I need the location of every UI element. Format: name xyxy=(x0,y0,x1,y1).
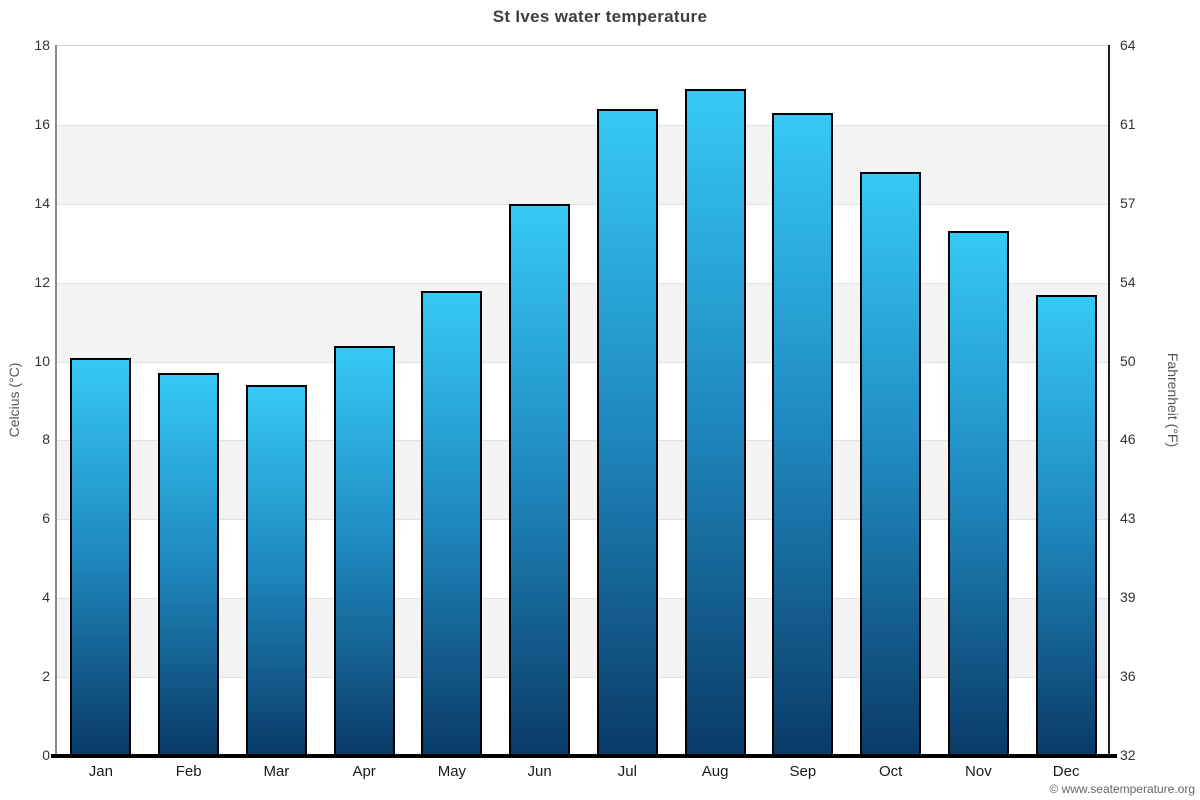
y-tick-celsius-14: 14 xyxy=(34,194,50,211)
credit-link[interactable]: © www.seatemperature.org xyxy=(1049,782,1195,796)
x-tick-jan: Jan xyxy=(88,763,113,780)
y-tick-fahrenheit-46: 46 xyxy=(1120,431,1136,448)
y-tick-fahrenheit-32: 32 xyxy=(1120,747,1136,763)
x-axis-line xyxy=(51,754,1117,758)
bar-jun[interactable] xyxy=(509,203,571,756)
plot-band xyxy=(57,677,1110,756)
y-tick-fahrenheit-39: 39 xyxy=(1120,589,1136,606)
y-tick-celsius-12: 12 xyxy=(34,273,50,290)
plot-band xyxy=(57,282,1110,362)
x-tick-aug: Aug xyxy=(701,763,729,780)
bar-apr[interactable] xyxy=(333,345,395,756)
x-tick-sep: Sep xyxy=(789,763,817,780)
chart-title: St Ives water temperature xyxy=(492,7,708,26)
y-tick-celsius-2: 2 xyxy=(42,668,50,685)
y-tick-celsius-10: 10 xyxy=(34,352,50,369)
y-tick-fahrenheit-64: 64 xyxy=(1120,37,1136,53)
y-tick-celsius-8: 8 xyxy=(42,431,50,448)
bar-mar[interactable] xyxy=(245,385,307,756)
bar-nov[interactable] xyxy=(947,231,1009,756)
y-axis-line-right xyxy=(1108,45,1110,755)
plot-band xyxy=(57,46,1110,125)
plot-band xyxy=(57,598,1110,678)
bar-jul[interactable] xyxy=(596,109,658,756)
x-tick-mar: Mar xyxy=(263,763,290,780)
plot-band xyxy=(57,440,1110,520)
plot-band xyxy=(57,124,1110,204)
bar-may[interactable] xyxy=(421,290,483,756)
x-tick-jun: Jun xyxy=(527,763,552,780)
y-axis-title-celsius: Celcius (°C) xyxy=(6,362,22,438)
bar-dec[interactable] xyxy=(1035,294,1097,756)
bar-sep[interactable] xyxy=(772,113,834,756)
y-tick-celsius-0: 0 xyxy=(42,747,50,763)
y-tick-fahrenheit-50: 50 xyxy=(1120,352,1136,369)
x-tick-oct: Oct xyxy=(878,763,903,780)
bar-feb[interactable] xyxy=(158,373,220,756)
x-tick-may: May xyxy=(437,763,467,780)
x-tick-jul: Jul xyxy=(617,763,637,780)
bar-aug[interactable] xyxy=(684,89,746,756)
plot-band xyxy=(57,361,1110,441)
y-tick-fahrenheit-57: 57 xyxy=(1120,194,1136,211)
y-tick-fahrenheit-61: 61 xyxy=(1120,115,1136,132)
x-tick-apr: Apr xyxy=(352,763,376,780)
plot-area xyxy=(57,45,1110,756)
y-tick-celsius-6: 6 xyxy=(42,510,50,527)
x-tick-feb: Feb xyxy=(175,763,202,780)
x-tick-nov: Nov xyxy=(965,763,992,780)
plot-band xyxy=(57,203,1110,283)
y-axis-line-left xyxy=(55,45,57,755)
y-tick-fahrenheit-54: 54 xyxy=(1120,273,1136,290)
bar-oct[interactable] xyxy=(860,172,922,756)
plot-band xyxy=(57,519,1110,599)
y-tick-celsius-18: 18 xyxy=(34,37,50,53)
y-tick-fahrenheit-36: 36 xyxy=(1120,668,1136,685)
x-tick-dec: Dec xyxy=(1052,763,1080,780)
y-tick-celsius-4: 4 xyxy=(42,589,50,606)
y-tick-fahrenheit-43: 43 xyxy=(1120,510,1136,527)
y-tick-celsius-16: 16 xyxy=(34,115,50,132)
bar-jan[interactable] xyxy=(70,357,132,756)
